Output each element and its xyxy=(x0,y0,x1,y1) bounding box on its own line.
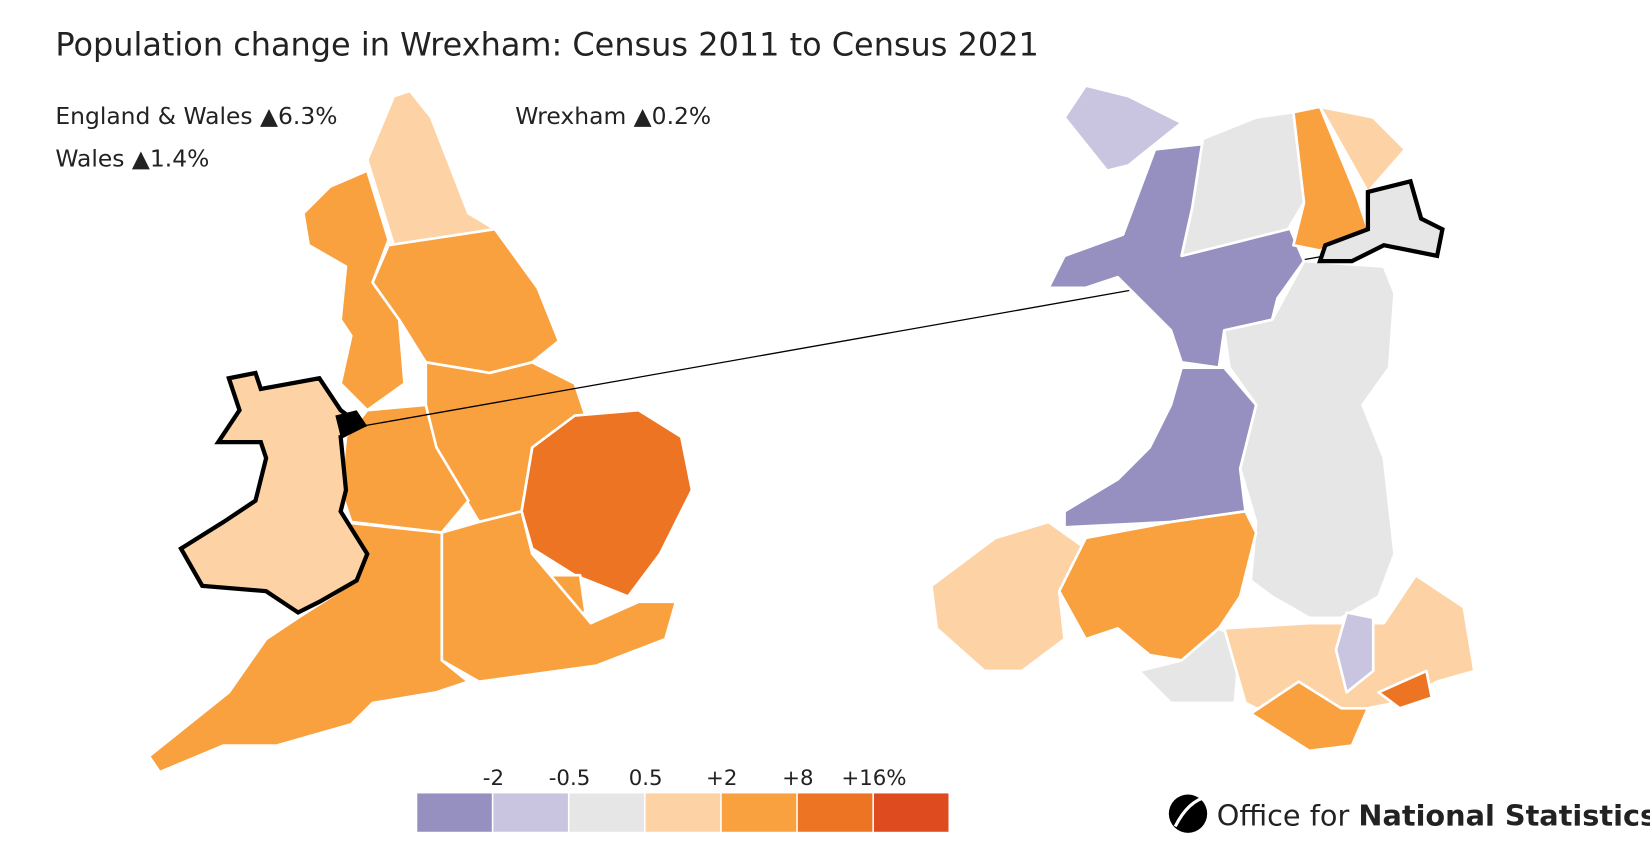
stat: Wrexham ▲0.2% xyxy=(515,102,711,130)
legend-label: +2 xyxy=(706,766,737,791)
england-wales-map xyxy=(147,89,694,774)
legend-swatch xyxy=(797,793,873,832)
title: Population change in Wrexham: Census 201… xyxy=(55,26,1038,64)
logo: Office for National Statistics xyxy=(1168,794,1650,833)
legend: -2 -0.5 0.5 +2 +8 +16% xyxy=(417,766,949,832)
logo-text: Office for National Statistics xyxy=(1217,798,1650,832)
wales-map xyxy=(930,84,1476,753)
legend-label: +16% xyxy=(841,766,906,791)
legend-swatch xyxy=(873,793,949,832)
legend-swatch xyxy=(645,793,721,832)
legend-swatch xyxy=(493,793,568,832)
legend-label: -0.5 xyxy=(549,766,591,791)
legend-swatch xyxy=(417,793,492,832)
legend-label: -2 xyxy=(483,766,504,791)
legend-swatch xyxy=(721,793,797,832)
legend-swatch xyxy=(569,793,645,832)
stat: Wales ▲1.4% xyxy=(55,144,209,172)
legend-label: 0.5 xyxy=(629,766,663,791)
stat: England & Wales ▲6.3% xyxy=(55,102,337,130)
legend-label: +8 xyxy=(782,766,813,791)
logo-icon xyxy=(1168,794,1208,833)
